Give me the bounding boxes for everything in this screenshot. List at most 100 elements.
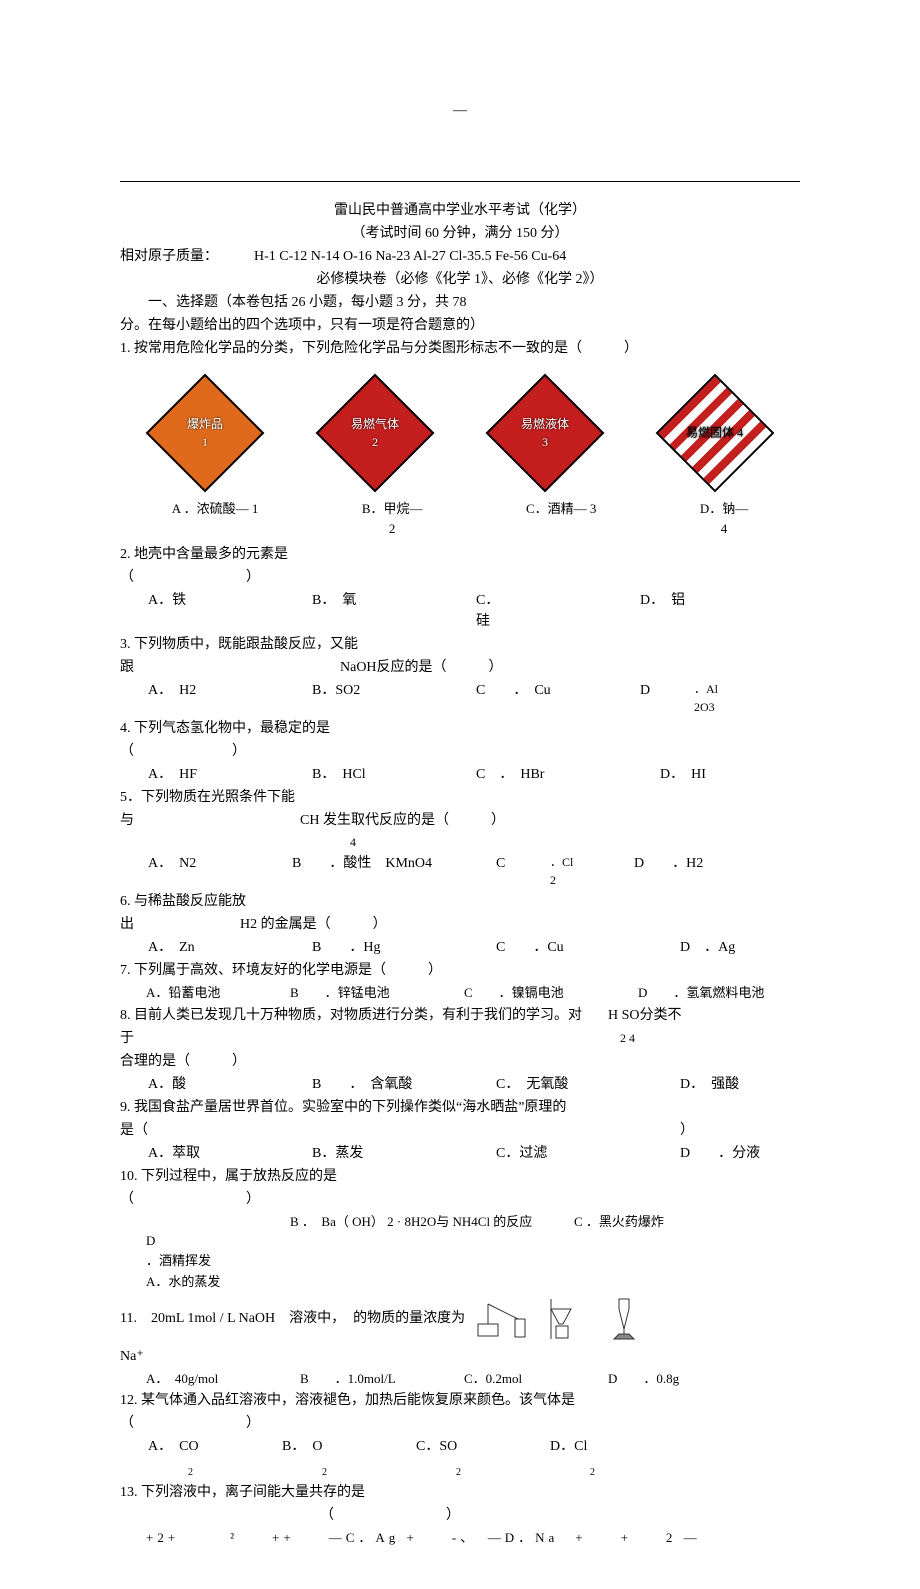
q4-d: D． HI <box>660 764 706 785</box>
hazard-icon-1: 爆炸品 1 <box>145 373 265 493</box>
q10-b: B ． Ba（ OH） 2 · 8H2O与 NH4Cl 的反应 <box>290 1212 550 1232</box>
q12-d-sub: 2 <box>590 1467 595 1478</box>
q5-a: A． N2 <box>148 853 268 889</box>
q3-a: A． H2 <box>148 680 288 716</box>
hazard-3-label: 易燃液体 3 <box>521 415 569 451</box>
q5-b: B ．酸性 KMnO4 <box>292 853 472 889</box>
q10-c: C ．黑火药爆炸 <box>574 1212 694 1232</box>
hazard-2-label: 易燃气体 2 <box>351 415 399 451</box>
q11-b: B ．1.0mol/L <box>300 1369 440 1389</box>
q4-paren: （ ） <box>120 741 800 762</box>
q7-c: C ．镍镉电池 <box>464 983 614 1003</box>
hazard-icon-4: 易燃固体 4 <box>655 373 775 493</box>
q9-a: A．萃取 <box>148 1143 288 1164</box>
q12-a: A． CO 2 <box>148 1436 258 1480</box>
separating-funnel-icon <box>599 1294 649 1344</box>
q13-ion-row: +2+ ² ++ —C．Ag + -、 —D．Na + + 2 — <box>120 1528 800 1548</box>
q5-c: C <box>496 853 526 889</box>
q12-a-text: A． CO <box>148 1439 199 1454</box>
q7-text: 7. 下列属于高效、环境友好的化学电源是（ ） <box>120 960 800 981</box>
q10-paren: （ ） <box>120 1189 800 1210</box>
q2-d: D． 铝 <box>640 590 685 632</box>
q12-b-text: B． O <box>282 1439 322 1454</box>
q4-a: A． HF <box>148 764 288 785</box>
q12-d-text: D．Cl <box>550 1439 587 1454</box>
q11-na: Na⁺ <box>120 1346 800 1367</box>
q1-opt-d: D．钠— 4 <box>700 499 748 538</box>
q6-a: A． Zn <box>148 937 288 958</box>
q9-options: A．萃取 B．蒸发 C．过滤 D ．分液 <box>120 1143 800 1164</box>
q5-text-2: 与 <box>120 810 134 831</box>
title-line-1: 雷山民中普通高中学业水平考试（化学） <box>120 200 800 221</box>
q4-text: 4. 下列气态氢化物中，最稳定的是 <box>120 718 800 739</box>
q4-options: A． HF B． HCl C ． HBr D． HI <box>120 764 800 785</box>
q10-text: 10. 下列过程中，属于放热反应的是 <box>120 1166 800 1187</box>
q13-text: 13. 下列溶液中，离子间能大量共存的是 <box>120 1482 800 1503</box>
q3-text-1: 3. 下列物质中，既能跟盐酸反应，又能 <box>120 634 800 655</box>
q8-b: B ． 含氧酸 <box>312 1074 472 1095</box>
q8-sub: 2 4 <box>620 1029 635 1047</box>
hazard-4-label: 易燃固体 4 <box>686 424 743 442</box>
distillation-apparatus-icon <box>473 1294 533 1344</box>
atomic-mass-line: 相对原子质量： H-1 C-12 N-14 O-16 Na-23 Al-27 C… <box>120 246 800 267</box>
q4-b: B． HCl <box>312 764 452 785</box>
q12-b-sub: 2 <box>322 1467 327 1478</box>
exam-page: — 雷山民中普通高中学业水平考试（化学） （考试时间 60 分钟，满分 150 … <box>0 0 920 1589</box>
q2-text: 2. 地壳中含量最多的元素是 <box>120 544 800 565</box>
q12-options: A． CO 2 B． O 2 C．SO 2 D．Cl 2 <box>120 1436 800 1480</box>
q8-text-3: H SO分类不 <box>608 1005 682 1026</box>
q2-options: A．铁 B． 氧 C． 硅 D． 铝 <box>120 590 800 632</box>
hazard-icon-row: 爆炸品 1 易燃气体 2 易燃液体 3 易燃固体 4 <box>120 373 800 493</box>
hazard-1-label: 爆炸品 1 <box>187 415 223 451</box>
q6-c: C ．Cu <box>496 937 656 958</box>
q5-options: A． N2 B ．酸性 KMnO4 C ．Cl 2 D ．H2 <box>120 853 800 889</box>
q5-text-1: 5．下列物质在光照条件下能 <box>120 787 295 808</box>
q7-a: A．铅蓄电池 <box>146 983 266 1003</box>
q8-text-1: 8. 目前人类已发现几十万种物质，对物质进行分类，有利于我们的学习。对 <box>120 1005 582 1026</box>
q3-text-2: 跟 <box>120 657 134 678</box>
q12-text: 12. 某气体通入品红溶液中，溶液褪色，加热后能恢复原来颜色。该气体是 <box>120 1390 800 1411</box>
module-line: 必修模块卷（必修《化学 1》、必修《化学 2》） <box>120 269 800 290</box>
q12-a-sub: 2 <box>188 1467 193 1478</box>
q3-d: D <box>640 680 670 716</box>
q3-b: B．SO2 <box>312 680 452 716</box>
q2-c: C． 硅 <box>476 590 616 632</box>
q8-c: C． 无氧酸 <box>496 1074 656 1095</box>
q1-options: A ．浓硫酸— 1 B．甲烷— 2 C．酒精— 3 D．钠— 4 <box>120 499 800 538</box>
q8-line-2: 于 2 4 <box>120 1028 800 1049</box>
q6-options: A． Zn B ．Hg C ．Cu D ．Ag <box>120 937 800 958</box>
q7-options: A．铅蓄电池 B ．锌锰电池 C ．镍镉电池 D ．氢氧燃料电池 <box>120 983 800 1003</box>
q3-c: C ． Cu <box>476 680 616 716</box>
q10-options-row1: B ． Ba（ OH） 2 · 8H2O与 NH4Cl 的反应 C ．黑火药爆炸… <box>120 1212 800 1271</box>
q9-text-2: 是（ ） <box>120 1120 800 1141</box>
q12-c-text: C．SO <box>416 1439 457 1454</box>
q12-b: B． O 2 <box>282 1436 392 1480</box>
q9-d: D ．分液 <box>680 1143 760 1164</box>
q5-line-2: 与 CH 发生取代反应的是（ ） <box>120 810 800 831</box>
hazard-icon-3: 易燃液体 3 <box>485 373 605 493</box>
q1-opt-b: B．甲烷— 2 <box>362 499 423 538</box>
q6-line-2: 出 H2 的金属是（ ） <box>120 914 800 935</box>
atomic-mass-label: 相对原子质量： <box>120 246 218 267</box>
q9-c: C．过滤 <box>496 1143 656 1164</box>
q12-d: D．Cl 2 <box>550 1436 595 1480</box>
q6-text-1: 6. 与稀盐酸反应能放 <box>120 891 800 912</box>
q12-c: C．SO 2 <box>416 1436 526 1480</box>
q12-c-sub: 2 <box>456 1467 461 1478</box>
q1-text: 1. 按常用危险化学品的分类，下列危险化学品与分类图形标志不一致的是（ ） <box>120 338 800 359</box>
q6-text-2: 出 <box>120 914 134 935</box>
q7-d: D ．氢氧燃料电池 <box>638 983 764 1003</box>
q8-a: A．酸 <box>148 1074 288 1095</box>
q10-options-row2: A．水的蒸发 <box>120 1272 800 1292</box>
q11-row: 11. 20mL 1mol / L NaOH 溶液中， 的物质的量浓度为 <box>120 1294 800 1344</box>
q8-line-1: 8. 目前人类已发现几十万种物质，对物质进行分类，有利于我们的学习。对 H SO… <box>120 1005 800 1026</box>
filtration-apparatus-icon <box>541 1294 591 1344</box>
q1-opt-a: A ．浓硫酸— 1 <box>172 499 259 538</box>
q11-c: C．0.2mol <box>464 1369 584 1389</box>
q11-text-1: 11. 20mL 1mol / L NaOH 溶液中， <box>120 1308 345 1329</box>
q5-sub4: 4 <box>350 833 800 851</box>
q11-d: D ．0.8g <box>608 1369 679 1389</box>
q11-a: A． 40g/mol <box>146 1369 276 1389</box>
q8-text-2: 于 <box>120 1028 134 1049</box>
atomic-mass-values: H-1 C-12 N-14 O-16 Na-23 Al-27 Cl-35.5 F… <box>254 246 566 267</box>
